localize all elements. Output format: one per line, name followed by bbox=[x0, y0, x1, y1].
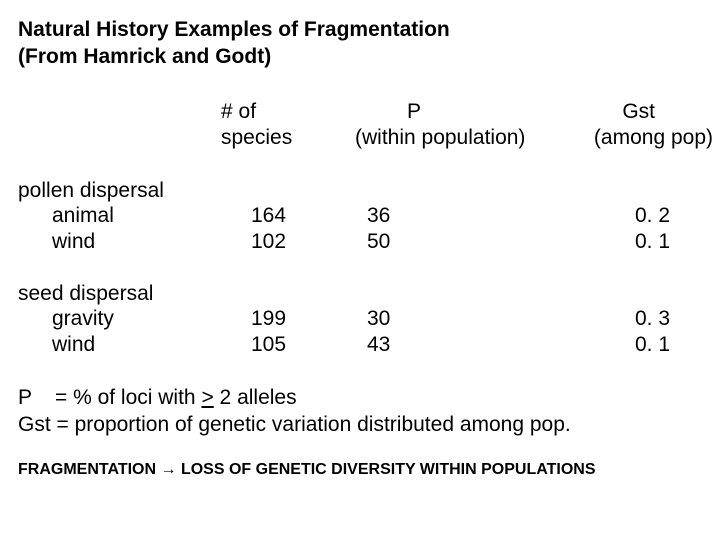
table-row: wind 102 50 0. 1 bbox=[18, 229, 702, 255]
table-row: wind 105 43 0. 1 bbox=[18, 332, 702, 358]
row-label: wind bbox=[18, 332, 213, 358]
group-seed-dispersal: seed dispersal gravity 199 30 0. 3 wind … bbox=[18, 282, 702, 359]
row-p: 30 bbox=[333, 306, 563, 332]
row-label: gravity bbox=[18, 306, 213, 332]
group-pollen-dispersal: pollen dispersal animal 164 36 0. 2 wind… bbox=[18, 179, 702, 256]
header-p-line1: P bbox=[355, 100, 421, 123]
bottom-left: FRAGMENTATION bbox=[18, 461, 161, 478]
header-gst: Gst (among pop) bbox=[563, 99, 720, 152]
header-species: # of species bbox=[213, 99, 333, 152]
bottom-right: LOSS OF GENETIC DIVERSITY WITHIN POPULAT… bbox=[177, 461, 596, 478]
row-label: wind bbox=[18, 229, 213, 255]
row-p: 50 bbox=[333, 229, 563, 255]
row-species: 105 bbox=[213, 332, 333, 358]
slide-title: Natural History Examples of Fragmentatio… bbox=[18, 16, 702, 71]
row-species: 102 bbox=[213, 229, 333, 255]
row-p: 36 bbox=[333, 203, 563, 229]
row-species: 164 bbox=[213, 203, 333, 229]
header-gst-line1: Gst bbox=[622, 100, 713, 123]
header-species-line2: species bbox=[221, 126, 292, 149]
header-species-line1: # of bbox=[221, 100, 256, 123]
row-label: animal bbox=[18, 203, 213, 229]
definitions: P = % of loci with > 2 alleles Gst = pro… bbox=[18, 384, 702, 439]
header-p-line2: (within population) bbox=[355, 126, 525, 149]
title-line-1: Natural History Examples of Fragmentatio… bbox=[18, 16, 702, 43]
header-p: P (within population) bbox=[333, 99, 563, 152]
row-gst: 0. 1 bbox=[563, 332, 720, 358]
def-p: P = % of loci with > 2 alleles bbox=[18, 384, 702, 411]
row-p: 43 bbox=[333, 332, 563, 358]
group-title: seed dispersal bbox=[18, 282, 702, 306]
arrow-icon: → bbox=[161, 461, 177, 478]
row-gst: 0. 3 bbox=[563, 306, 720, 332]
group-title: pollen dispersal bbox=[18, 179, 702, 203]
row-gst: 0. 1 bbox=[563, 229, 720, 255]
header-gst-line2: (among pop) bbox=[594, 126, 713, 149]
table-row: animal 164 36 0. 2 bbox=[18, 203, 702, 229]
title-line-2: (From Hamrick and Godt) bbox=[18, 43, 702, 70]
row-gst: 0. 2 bbox=[563, 203, 720, 229]
bottom-conclusion: FRAGMENTATION → LOSS OF GENETIC DIVERSIT… bbox=[18, 461, 702, 479]
def-gst: Gst = proportion of genetic variation di… bbox=[18, 411, 702, 438]
row-species: 199 bbox=[213, 306, 333, 332]
table-headers: # of species P (within population) Gst (… bbox=[18, 99, 702, 152]
table-row: gravity 199 30 0. 3 bbox=[18, 306, 702, 332]
